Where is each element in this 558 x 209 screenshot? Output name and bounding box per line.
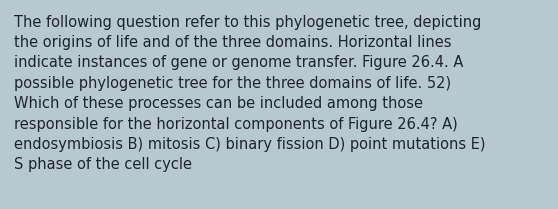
- Text: The following question refer to this phylogenetic tree, depicting
the origins of: The following question refer to this phy…: [14, 15, 485, 172]
